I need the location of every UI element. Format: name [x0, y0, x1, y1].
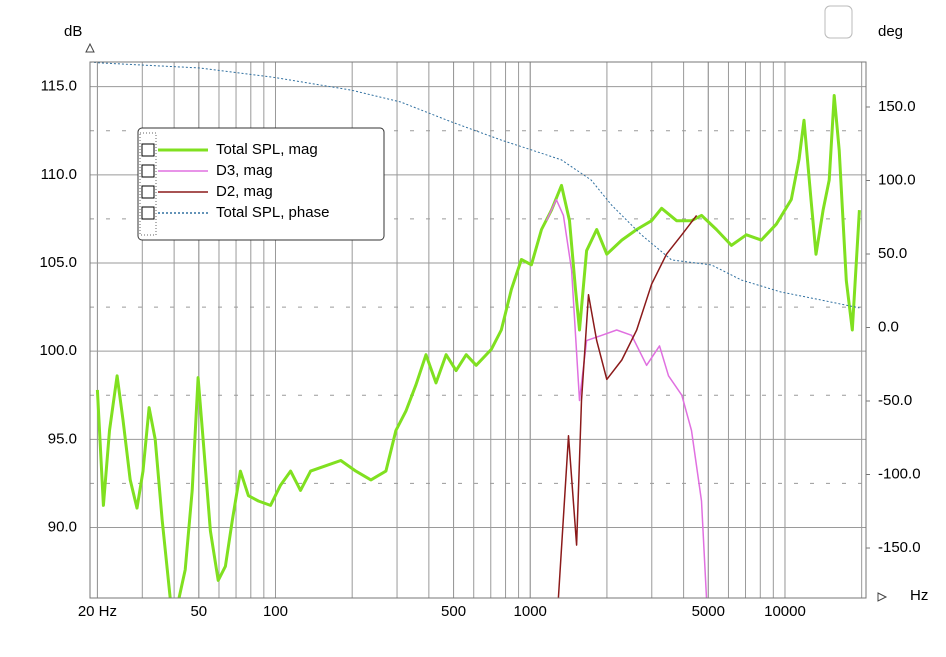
y-tick-label: 115.0	[41, 78, 77, 95]
y2-tick-label: 50.0	[878, 245, 907, 262]
series-line	[90, 62, 860, 309]
y2-axis-label: deg	[878, 23, 903, 40]
corner-button[interactable]	[824, 5, 853, 39]
legend-checkbox[interactable]	[141, 164, 155, 178]
y-tick-label: 95.0	[48, 430, 77, 447]
x-tick-label: 20 Hz	[78, 603, 117, 620]
legend-checkbox[interactable]	[141, 206, 155, 220]
legend-checkbox[interactable]	[141, 143, 155, 157]
series-line	[545, 198, 708, 598]
y2-tick-label: 100.0	[878, 171, 916, 188]
x-tick-label: 100	[263, 603, 288, 620]
y2-tick-label: -50.0	[878, 392, 912, 409]
axis-arrow	[85, 42, 95, 53]
y2-tick-label: 150.0	[878, 98, 916, 115]
legend-label: Total SPL, phase	[216, 204, 329, 221]
legend-checkbox[interactable]	[141, 185, 155, 199]
axis-arrow	[877, 592, 888, 602]
x-tick-label: 1000	[514, 603, 547, 620]
y-axis-label: dB	[64, 23, 82, 40]
series-line	[557, 214, 698, 598]
x-tick-label: 10000	[764, 603, 806, 620]
y-tick-label: 90.0	[48, 518, 77, 535]
series-line	[95, 94, 861, 598]
x-tick-label: 50	[190, 603, 207, 620]
y-tick-label: 110.0	[41, 166, 77, 183]
plot-frame	[89, 61, 867, 599]
legend-handle	[139, 132, 157, 236]
legend-label: Total SPL, mag	[216, 141, 318, 158]
y-tick-label: 105.0	[39, 254, 77, 271]
legend-label: D2, mag	[216, 183, 273, 200]
x-axis-label: Hz	[910, 587, 928, 604]
y2-tick-label: 0.0	[878, 318, 899, 335]
y-tick-label: 100.0	[39, 342, 77, 359]
x-tick-label: 5000	[692, 603, 725, 620]
y2-tick-label: -150.0	[878, 539, 921, 556]
y2-tick-label: -100.0	[878, 465, 921, 482]
legend-label: D3, mag	[216, 162, 273, 179]
x-tick-label: 500	[441, 603, 466, 620]
legend-box	[137, 127, 385, 241]
